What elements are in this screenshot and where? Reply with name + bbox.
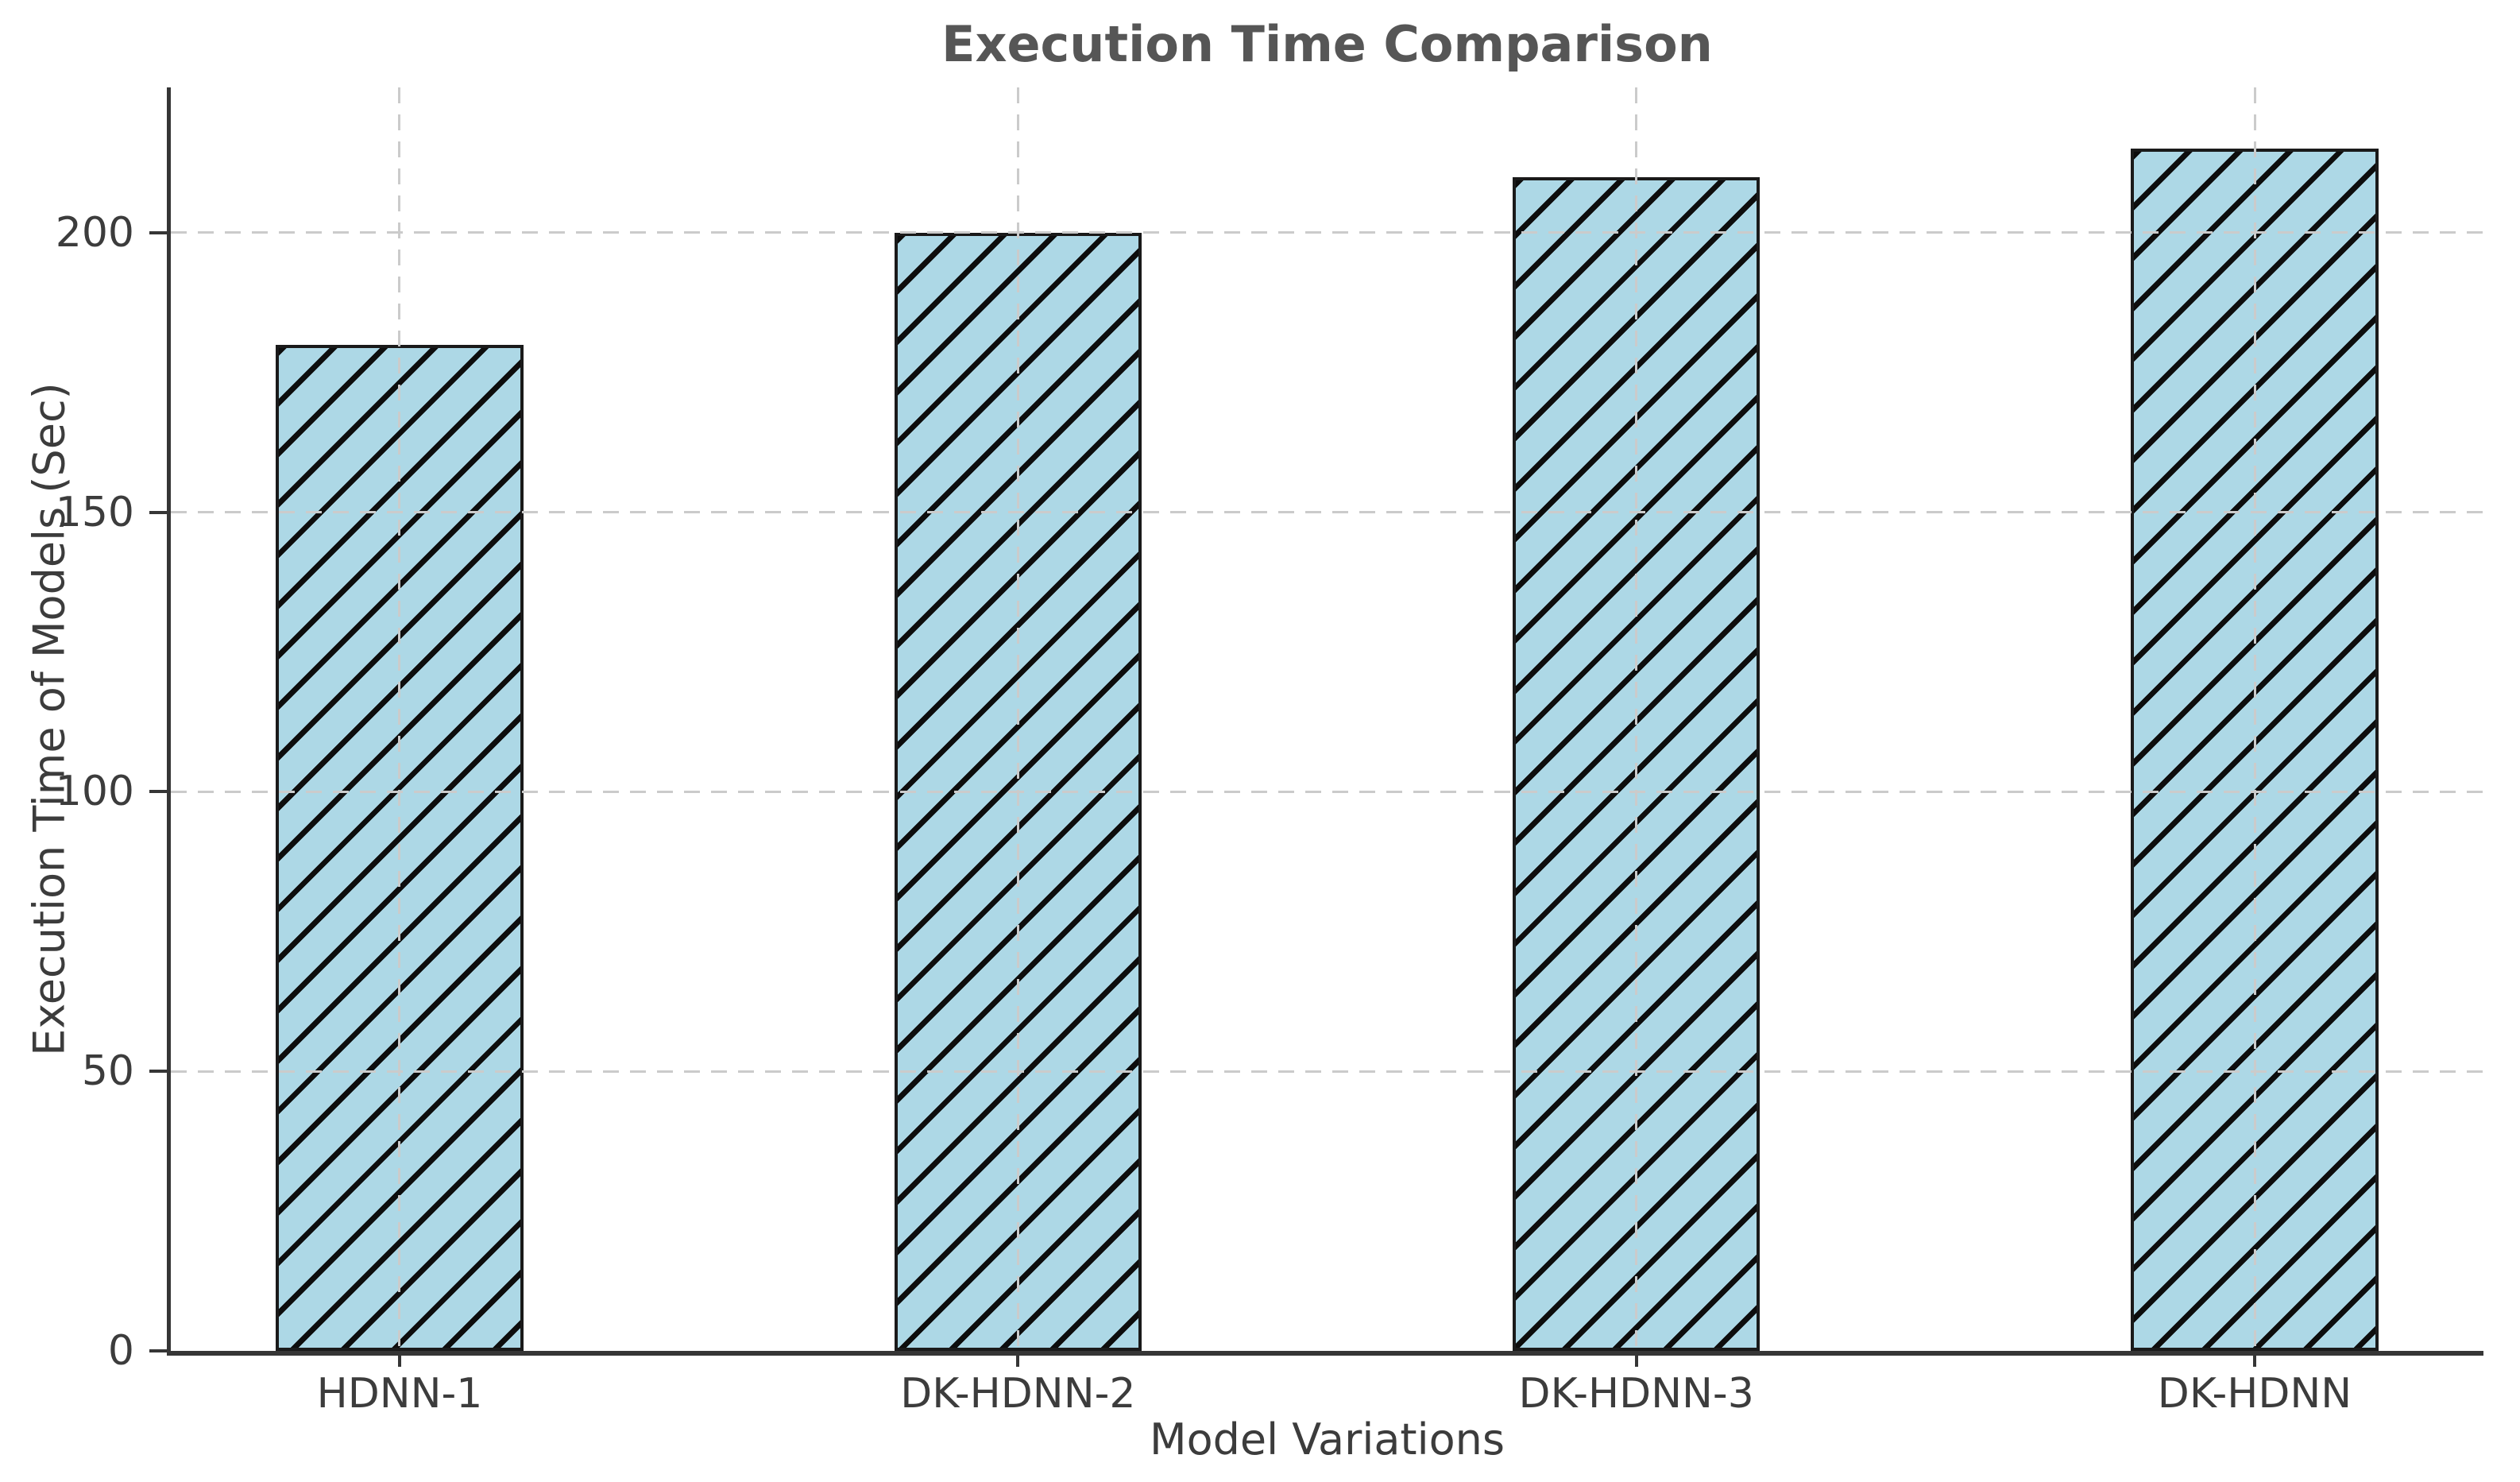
y-tick-mark bbox=[149, 510, 167, 514]
y-tick-label: 0 bbox=[107, 1327, 134, 1375]
y-tick-label: 50 bbox=[81, 1047, 134, 1096]
grid-line-x bbox=[398, 87, 401, 1351]
y-tick-mark bbox=[149, 790, 167, 794]
y-tick-label: 100 bbox=[55, 768, 134, 816]
y-tick-mark bbox=[149, 1070, 167, 1074]
x-tick-mark bbox=[1016, 1356, 1020, 1367]
x-axis-label: Model Variations bbox=[1149, 1414, 1505, 1465]
y-axis-label: Execution Time of Models (Sec) bbox=[24, 382, 75, 1056]
y-tick-mark bbox=[149, 1349, 167, 1352]
x-axis-spine bbox=[167, 1351, 2483, 1356]
grid-line-y bbox=[171, 231, 2483, 234]
grid-line-x bbox=[1016, 87, 1019, 1351]
chart-title: Execution Time Comparison bbox=[941, 15, 1713, 73]
grid-line-y bbox=[171, 511, 2483, 514]
x-tick-mark bbox=[2253, 1356, 2256, 1367]
y-tick-mark bbox=[149, 230, 167, 234]
plot-area: 0 50 100 150 200 HDNN-1 DK-HDNN-2 DK-HDNN-3 DK-H… bbox=[56, 87, 2483, 1417]
grid-line-x bbox=[1635, 87, 1638, 1351]
grid-line-x bbox=[2253, 87, 2256, 1351]
y-tick-label: 200 bbox=[55, 208, 134, 257]
y-axis-spine bbox=[167, 87, 171, 1356]
x-tick-label: DK-HDNN bbox=[2157, 1370, 2352, 1418]
x-tick-label: DK-HDNN-2 bbox=[900, 1370, 1136, 1418]
x-tick-label: DK-HDNN-3 bbox=[1518, 1370, 1754, 1418]
grid-line-y bbox=[171, 1070, 2483, 1073]
x-tick-mark bbox=[397, 1356, 401, 1367]
grid-line-y bbox=[171, 790, 2483, 793]
x-tick-label: HDNN-1 bbox=[316, 1370, 483, 1418]
x-tick-mark bbox=[1634, 1356, 1638, 1367]
y-tick-label: 150 bbox=[55, 488, 134, 536]
